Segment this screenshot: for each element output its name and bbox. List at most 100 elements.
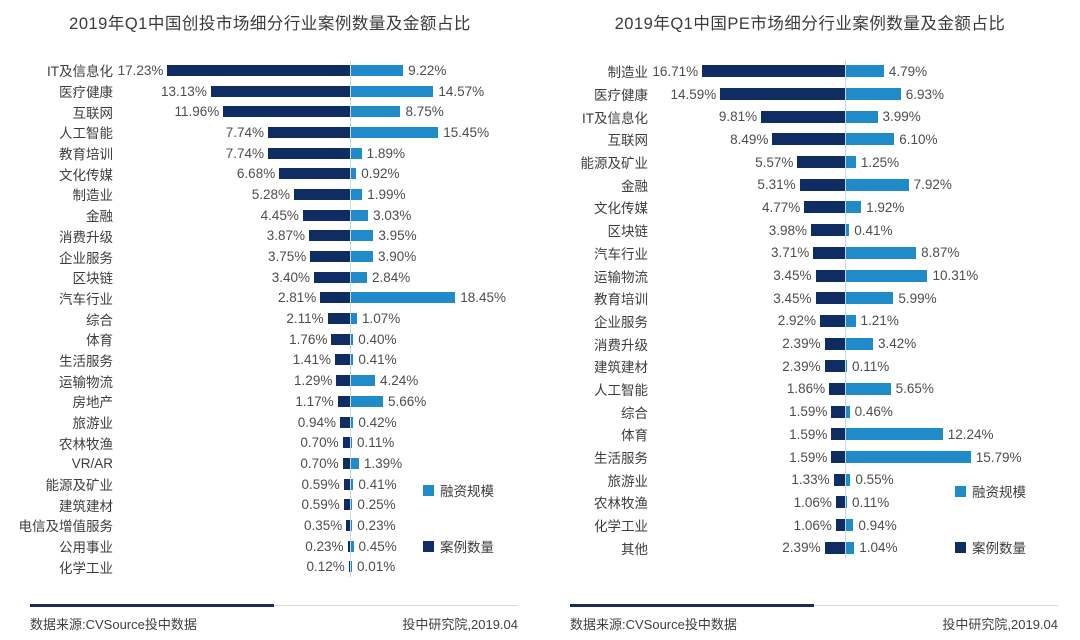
chart-row: 区块链 3.40% 2.84% bbox=[10, 266, 534, 288]
case-count-bar bbox=[267, 147, 350, 159]
case-count-zone: 1.59% bbox=[648, 445, 846, 469]
case-count-bar bbox=[831, 428, 845, 441]
category-label: 旅游业 bbox=[607, 473, 649, 489]
funding-zone: 0.23% bbox=[351, 515, 534, 536]
funding-bar bbox=[846, 110, 878, 123]
case-count-zone: 2.39% bbox=[648, 536, 846, 560]
case-count-zone: 3.45% bbox=[648, 264, 846, 287]
case-count-value: 1.29% bbox=[294, 373, 333, 389]
case-count-value: 3.71% bbox=[771, 245, 810, 261]
funding-bar bbox=[846, 269, 928, 282]
case-count-zone: 1.06% bbox=[648, 491, 846, 514]
category-label: 消费升级 bbox=[59, 229, 113, 245]
chart-row: 农林牧渔 0.70% 0.11% bbox=[10, 432, 534, 454]
funding-value: 5.66% bbox=[387, 393, 427, 409]
case-count-bar bbox=[331, 333, 350, 345]
chart-row: VR/AR 0.70% 1.39% bbox=[10, 453, 534, 474]
chart-row: 能源及矿业 0.59% 0.41% bbox=[10, 473, 534, 495]
chart-row: 运输物流 1.29% 4.24% bbox=[10, 370, 534, 391]
funding-zone: 0.55% bbox=[846, 468, 1074, 491]
case-count-zone: 7.74% bbox=[113, 122, 351, 143]
case-count-value: 8.49% bbox=[730, 131, 769, 147]
chart-row: 能源及矿业 5.57% 1.25% bbox=[550, 150, 1074, 174]
category-label: 文化传媒 bbox=[594, 201, 648, 217]
case-count-value: 2.92% bbox=[777, 313, 817, 329]
funding-bar bbox=[846, 519, 854, 532]
case-count-zone: 5.57% bbox=[648, 150, 846, 174]
chart-row: 建筑建材 2.39% 0.11% bbox=[550, 354, 1074, 378]
funding-zone: 18.45% bbox=[351, 288, 534, 309]
funding-value: 2.84% bbox=[372, 269, 411, 285]
chart-row: 生活服务 1.59% 15.79% bbox=[550, 445, 1074, 469]
funding-value: 3.95% bbox=[378, 228, 417, 244]
funding-bar bbox=[846, 133, 895, 146]
funding-value: 6.10% bbox=[899, 131, 938, 147]
case-count-value: 0.59% bbox=[301, 476, 340, 492]
funding-zone: 1.99% bbox=[351, 184, 534, 205]
category-label: 农林牧渔 bbox=[59, 436, 113, 452]
funding-zone: 0.42% bbox=[351, 412, 534, 433]
case-count-bar bbox=[824, 541, 845, 554]
case-count-bar bbox=[772, 133, 845, 146]
case-count-zone: 0.70% bbox=[113, 453, 351, 474]
case-count-bar bbox=[343, 499, 350, 511]
case-count-bar bbox=[797, 156, 845, 169]
vc-footer: 数据来源:CVSource投中数据 投中研究院,2019.04 bbox=[30, 604, 518, 633]
funding-zone: 1.92% bbox=[846, 196, 1074, 219]
case-count-value: 3.40% bbox=[271, 269, 310, 285]
data-source-label: 数据来源:CVSource投中数据 bbox=[30, 617, 197, 632]
case-count-value: 2.11% bbox=[286, 311, 324, 327]
category-label: 互联网 bbox=[72, 105, 114, 121]
category-label: 农林牧渔 bbox=[594, 496, 648, 512]
case-count-zone: 0.23% bbox=[113, 535, 351, 557]
category-label: 建筑建材 bbox=[594, 360, 648, 376]
funding-zone: 3.42% bbox=[846, 332, 1074, 355]
chart-row: 其他 2.39% 1.04% bbox=[550, 536, 1074, 560]
funding-zone: 0.46% bbox=[846, 400, 1074, 423]
case-count-zone: 0.35% bbox=[113, 515, 351, 536]
case-count-zone: 3.71% bbox=[648, 241, 846, 265]
category-label: 医疗健康 bbox=[594, 88, 648, 104]
vc-legend: 融资规模 案例数量 bbox=[423, 480, 494, 556]
category-label: 体育 bbox=[621, 428, 648, 444]
chart-row: 建筑建材 0.59% 0.25% bbox=[10, 494, 534, 516]
category-label: 运输物流 bbox=[59, 374, 113, 390]
case-count-zone: 3.98% bbox=[648, 218, 846, 242]
funding-bar bbox=[351, 168, 357, 180]
funding-bar bbox=[846, 473, 851, 486]
category-label: 能源及矿业 bbox=[580, 156, 649, 172]
funding-zone: 1.21% bbox=[846, 310, 1074, 333]
case-count-bar bbox=[813, 246, 845, 259]
case-count-zone: 0.59% bbox=[113, 473, 351, 495]
category-label: 金融 bbox=[86, 209, 113, 225]
case-count-bar bbox=[320, 292, 350, 304]
funding-zone: 8.87% bbox=[846, 242, 1074, 265]
funding-bar bbox=[351, 292, 456, 304]
funding-zone: 5.65% bbox=[846, 378, 1074, 401]
funding-value: 1.99% bbox=[367, 186, 406, 202]
case-count-zone: 6.68% bbox=[113, 163, 351, 185]
vc-chart-panel: 2019年Q1中国创投市场细分行业案例数量及金额占比 IT及信息化 17.23% 9… bbox=[10, 15, 534, 633]
category-label: 综合 bbox=[86, 312, 113, 328]
chart-row: 消费升级 2.39% 3.42% bbox=[550, 332, 1074, 355]
case-count-zone: 3.40% bbox=[113, 266, 351, 288]
funding-value: 0.45% bbox=[358, 538, 397, 554]
funding-value: 0.40% bbox=[358, 331, 397, 347]
funding-legend-swatch bbox=[955, 485, 966, 497]
case-count-bar bbox=[804, 201, 845, 214]
case-count-bar bbox=[833, 473, 845, 486]
case-count-value: 1.76% bbox=[289, 331, 328, 347]
case-count-value: 3.98% bbox=[768, 222, 807, 238]
chart-row: 区块链 3.98% 0.41% bbox=[550, 218, 1074, 242]
funding-zone: 3.03% bbox=[351, 205, 534, 226]
funding-zone: 5.66% bbox=[351, 391, 534, 412]
case-count-bar bbox=[831, 451, 845, 464]
category-label: VR/AR bbox=[71, 455, 113, 471]
funding-zone: 8.75% bbox=[351, 101, 534, 122]
case-count-value: 2.39% bbox=[782, 540, 821, 556]
case-count-bar bbox=[267, 126, 350, 138]
case-count-value: 1.06% bbox=[793, 494, 832, 510]
legend-item-funding: 融资规模 bbox=[423, 480, 494, 500]
category-label: 教育培训 bbox=[59, 147, 113, 163]
